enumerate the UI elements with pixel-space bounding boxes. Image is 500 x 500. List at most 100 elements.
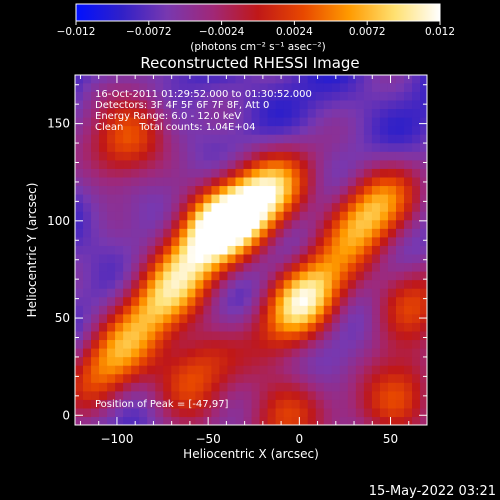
heatmap-cell xyxy=(131,382,140,392)
heatmap-cell xyxy=(331,348,341,358)
heatmap-cell xyxy=(363,125,373,135)
heatmap-cell xyxy=(387,99,397,110)
heatmap-cell xyxy=(91,253,100,264)
heatmap-cell xyxy=(331,151,341,161)
heatmap-cell xyxy=(371,82,381,92)
heatmap-cell xyxy=(283,125,293,135)
heatmap-cell xyxy=(339,142,349,152)
heatmap-cell xyxy=(395,194,405,204)
heatmap-cell xyxy=(163,245,172,255)
heatmap-cell xyxy=(107,339,116,349)
heatmap-cell xyxy=(139,348,148,358)
heatmap-cell xyxy=(107,151,116,161)
heatmap-cell xyxy=(139,194,148,204)
heatmap-cell xyxy=(412,245,421,255)
heatmap-cell xyxy=(227,82,237,92)
heatmap-cell xyxy=(315,365,325,375)
heatmap-cell xyxy=(339,185,349,195)
heatmap-cell xyxy=(83,75,92,84)
heatmap-cell xyxy=(355,245,365,255)
heatmap-cell xyxy=(75,176,84,187)
heatmap-cell xyxy=(99,219,108,229)
heatmap-cell xyxy=(163,75,172,84)
heatmap-cell xyxy=(139,330,148,341)
heatmap-cell xyxy=(251,202,261,212)
heatmap-cell xyxy=(187,365,196,375)
heatmap-cell xyxy=(395,262,405,272)
heatmap-cell xyxy=(323,91,333,101)
heatmap-cell xyxy=(420,382,427,392)
heatmap-cell xyxy=(75,91,84,101)
heatmap-cell xyxy=(195,185,204,195)
heatmap-cell xyxy=(283,151,293,161)
heatmap-cell xyxy=(147,305,156,315)
heatmap-cell xyxy=(107,416,116,425)
heatmap-cell xyxy=(323,108,333,118)
heatmap-cell xyxy=(179,75,188,84)
heatmap-cell xyxy=(275,142,285,152)
heatmap-cell xyxy=(91,296,100,306)
heatmap-cell xyxy=(291,151,301,161)
heatmap-cell xyxy=(315,82,325,92)
heatmap-cell xyxy=(219,279,229,289)
heatmap-cell xyxy=(187,348,196,358)
heatmap-cell xyxy=(339,313,349,323)
heatmap-cell xyxy=(404,159,413,169)
heatmap-cell xyxy=(219,168,229,178)
heatmap-cell xyxy=(147,91,156,101)
heatmap-cell xyxy=(227,75,237,84)
heatmap-cell xyxy=(315,322,325,332)
heatmap-cell xyxy=(404,348,413,358)
heatmap-cell xyxy=(371,253,381,264)
heatmap-cell xyxy=(195,75,204,84)
heatmap-cell xyxy=(147,108,156,118)
heatmap-cell xyxy=(267,125,277,135)
heatmap-cell xyxy=(283,75,293,84)
heatmap-cell xyxy=(395,296,405,306)
heatmap-cell xyxy=(379,313,389,323)
heatmap-cell xyxy=(107,194,116,204)
heatmap-cell xyxy=(363,75,373,84)
heatmap-cell xyxy=(227,322,237,332)
heatmap-cell xyxy=(227,236,237,246)
heatmap-cell xyxy=(235,151,245,161)
heatmap-cell xyxy=(371,185,381,195)
heatmap-cell xyxy=(412,279,421,289)
heatmap-cell xyxy=(323,288,333,298)
heatmap-cell xyxy=(331,322,341,332)
heatmap-cell xyxy=(347,416,357,425)
heatmap-cell xyxy=(99,356,108,366)
heatmap-cell xyxy=(75,168,84,178)
heatmap-cell xyxy=(387,296,397,306)
heatmap-cell xyxy=(131,416,140,425)
heatmap-cell xyxy=(75,407,84,418)
heatmap-cell xyxy=(404,202,413,212)
heatmap-cell xyxy=(299,399,309,409)
heatmap-cell xyxy=(315,390,325,400)
heatmap-cell xyxy=(155,296,164,306)
heatmap-cell xyxy=(123,322,132,332)
heatmap-cell xyxy=(379,219,389,229)
heatmap-cell xyxy=(211,75,221,84)
heatmap-cell xyxy=(99,416,108,425)
heatmap-cell xyxy=(323,356,333,366)
heatmap-cell xyxy=(339,176,349,187)
heatmap-cell xyxy=(75,262,84,272)
heatmap-cell xyxy=(91,305,100,315)
heatmap-cell xyxy=(395,407,405,418)
heatmap-cell xyxy=(131,407,140,418)
heatmap-cell xyxy=(179,271,188,281)
heatmap-cell xyxy=(83,211,92,221)
heatmap-cell xyxy=(420,365,427,375)
heatmap-cell xyxy=(275,151,285,161)
heatmap-cell xyxy=(363,99,373,110)
heatmap-cell xyxy=(179,211,188,221)
heatmap-cell xyxy=(371,228,381,238)
colorbar-tick-label: 0.0072 xyxy=(349,26,386,38)
heatmap-cell xyxy=(107,91,116,101)
heatmap-cell xyxy=(219,313,229,323)
heatmap-cell xyxy=(347,117,357,127)
heatmap-cell xyxy=(243,253,253,264)
heatmap-cell xyxy=(179,176,188,187)
heatmap-cell xyxy=(339,228,349,238)
